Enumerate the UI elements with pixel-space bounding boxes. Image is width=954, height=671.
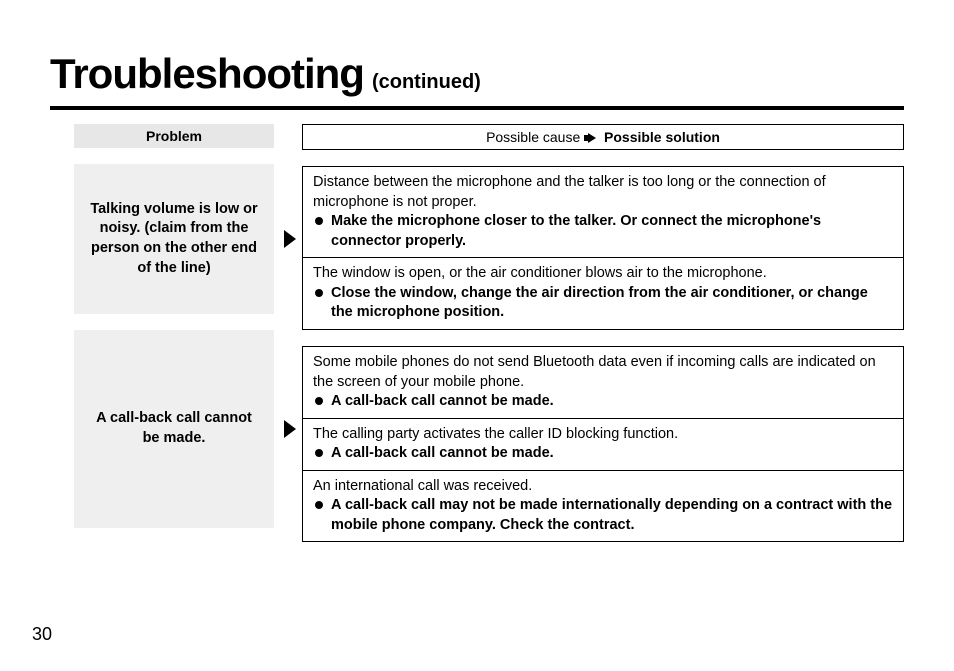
problem-header: Problem [74,124,274,148]
horizontal-rule [50,106,904,110]
fix-text: Make the microphone closer to the talker… [313,212,893,251]
page: Troubleshooting (continued) Problem Talk… [0,0,954,671]
solution-group: Some mobile phones do not send Bluetooth… [302,346,904,543]
arrow-right-icon [284,230,296,248]
cause-text: The window is open, or the air condition… [313,264,893,284]
problem-text: A call-back call cannot be made. [86,409,262,448]
solution-group: Distance between the microphone and the … [302,166,904,330]
fix-text: A call-back call may not be made interna… [313,496,893,535]
solution-header: Possible cause Possible solution [302,124,904,150]
cause-text: Distance between the microphone and the … [313,173,893,212]
solution-item: An international call was received. A ca… [302,471,904,543]
problem-column: Problem Talking volume is low or noisy. … [74,124,274,558]
problem-text: Talking volume is low or noisy. (claim f… [86,200,262,278]
cause-text: An international call was received. [313,477,893,497]
solution-item: Some mobile phones do not send Bluetooth… [302,346,904,419]
page-subtitle: (continued) [372,71,481,94]
problem-block: A call-back call cannot be made. [74,330,274,528]
fix-text: A call-back call cannot be made. [313,444,893,464]
solution-item: Distance between the microphone and the … [302,166,904,258]
solution-column: Possible cause Possible solution Distanc… [302,124,904,558]
content-columns: Problem Talking volume is low or noisy. … [50,124,904,558]
solution-item: The calling party activates the caller I… [302,419,904,471]
possible-cause-label: Possible cause [486,129,580,145]
page-number: 30 [32,624,52,645]
cause-text: The calling party activates the caller I… [313,425,893,445]
arrow-right-icon [284,420,296,438]
problem-block: Talking volume is low or noisy. (claim f… [74,164,274,314]
fix-text: A call-back call cannot be made. [313,392,893,412]
page-title-row: Troubleshooting (continued) [50,50,904,98]
fix-text: Close the window, change the air directi… [313,284,893,323]
page-title: Troubleshooting [50,50,364,98]
solution-item: The window is open, or the air condition… [302,258,904,330]
possible-solution-label: Possible solution [604,129,720,145]
arrow-right-icon [588,133,596,143]
cause-text: Some mobile phones do not send Bluetooth… [313,353,893,392]
